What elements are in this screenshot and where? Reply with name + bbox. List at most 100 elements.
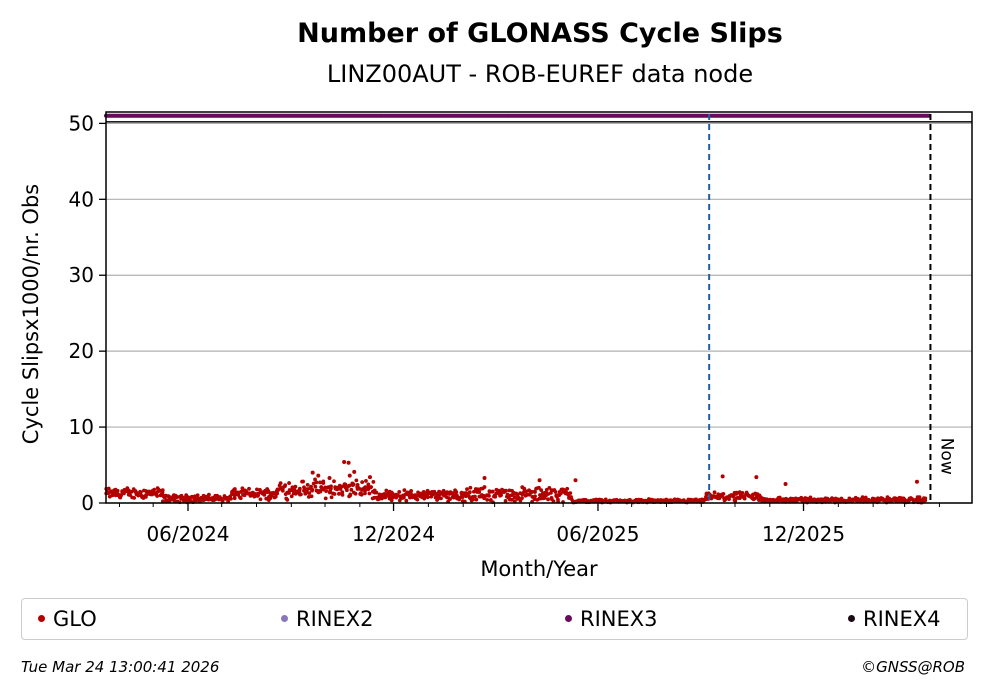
glo-point bbox=[551, 499, 556, 504]
y-axis-label: Cycle Slipsx1000/nr. Obs bbox=[19, 184, 43, 444]
glo-point bbox=[363, 488, 367, 493]
glo-point bbox=[734, 490, 739, 495]
glo-point bbox=[742, 496, 747, 501]
glo-point bbox=[307, 491, 312, 495]
glo-point bbox=[354, 478, 359, 483]
glo-point bbox=[504, 488, 508, 493]
glo-point bbox=[278, 481, 283, 485]
chart: Number of GLONASS Cycle Slips LINZ00AUT … bbox=[19, 18, 973, 581]
legend-dot-icon bbox=[38, 614, 45, 622]
glo-point bbox=[351, 482, 356, 487]
glo-point bbox=[195, 493, 200, 498]
glo-point bbox=[454, 490, 459, 494]
marker-lines: Now bbox=[708, 114, 956, 503]
glo-point bbox=[510, 497, 514, 502]
glo-point bbox=[363, 491, 367, 496]
glo-point bbox=[175, 495, 180, 499]
glo-point bbox=[352, 469, 357, 474]
glo-point bbox=[332, 479, 336, 484]
glo-point bbox=[448, 497, 452, 502]
glo-point bbox=[332, 492, 337, 496]
glo-point bbox=[340, 492, 345, 497]
now-label: Now bbox=[936, 438, 956, 475]
glo-point bbox=[345, 488, 349, 493]
glo-point bbox=[310, 488, 314, 493]
x-tick-label: 06/2024 bbox=[146, 522, 229, 546]
glo-point bbox=[437, 493, 441, 498]
footer-credit: ©GNSS@ROB bbox=[861, 658, 965, 676]
footer-timestamp: Tue Mar 24 13:00:41 2026 bbox=[21, 658, 220, 676]
glo-point bbox=[529, 489, 534, 494]
glo-point bbox=[110, 493, 115, 497]
legend-item-glo: GLO bbox=[38, 599, 97, 641]
glo-point bbox=[421, 489, 426, 494]
x-axis-label: Month/Year bbox=[480, 557, 598, 581]
legend-dot-icon bbox=[848, 614, 855, 622]
glo-point bbox=[487, 493, 491, 498]
glo-point bbox=[363, 485, 368, 490]
glo-point bbox=[367, 491, 372, 496]
glo-point bbox=[115, 488, 120, 493]
glo-point bbox=[226, 499, 231, 504]
glo-point bbox=[556, 497, 560, 502]
legend-item-rinex3: RINEX3 bbox=[565, 599, 658, 641]
glo-point bbox=[733, 499, 738, 503]
glo-point bbox=[402, 488, 407, 493]
tick-labels: 0 10 20 30 40 50 06/2024 12/2024 06/2025 12/2025 bbox=[69, 111, 940, 546]
glo-point bbox=[329, 495, 334, 500]
glo-point bbox=[364, 479, 368, 483]
glo-point bbox=[255, 487, 259, 492]
y-tick-label: 10 bbox=[69, 415, 94, 439]
glo-point bbox=[269, 493, 274, 498]
glo-point bbox=[242, 493, 247, 498]
glo-point bbox=[293, 484, 298, 489]
glo-point bbox=[314, 480, 319, 485]
glo-point bbox=[247, 486, 251, 491]
glo-point bbox=[477, 490, 482, 494]
glo-point bbox=[273, 494, 278, 499]
glo-point bbox=[889, 499, 894, 503]
glo-point bbox=[305, 482, 310, 487]
glo-point bbox=[914, 479, 919, 484]
glo-point bbox=[512, 499, 517, 504]
glo-point bbox=[468, 485, 473, 490]
glo-point bbox=[387, 493, 392, 498]
glo-point bbox=[290, 485, 295, 490]
grid-lines bbox=[106, 122, 972, 504]
plot-frame bbox=[105, 111, 973, 504]
glo-point bbox=[565, 486, 570, 491]
glo-point bbox=[232, 496, 237, 501]
glo-point bbox=[346, 460, 351, 465]
glo-point bbox=[327, 475, 332, 480]
glo-point bbox=[348, 493, 353, 498]
glo-point bbox=[349, 487, 354, 492]
glo-point bbox=[353, 491, 358, 496]
glo-point bbox=[169, 495, 174, 500]
glo-point bbox=[309, 494, 314, 499]
glo-point bbox=[863, 495, 868, 500]
glo-point bbox=[287, 481, 291, 485]
glo-point bbox=[720, 474, 725, 479]
glo-point bbox=[138, 490, 143, 495]
axes bbox=[105, 111, 973, 504]
glo-point bbox=[132, 495, 137, 500]
glo-point bbox=[340, 490, 345, 495]
legend: GLO RINEX2 RINEX3 RINEX4 bbox=[21, 598, 968, 640]
legend-dot-icon bbox=[281, 614, 288, 622]
legend-label: RINEX4 bbox=[863, 607, 941, 631]
glo-point bbox=[347, 473, 352, 478]
glo-point bbox=[313, 484, 318, 489]
glo-point bbox=[232, 487, 237, 491]
y-tick-label: 50 bbox=[69, 111, 94, 135]
chart-title: Number of GLONASS Cycle Slips bbox=[297, 18, 783, 49]
legend-item-rinex4: RINEX4 bbox=[848, 599, 941, 641]
glo-point bbox=[262, 492, 267, 497]
glo-point bbox=[460, 495, 465, 500]
glo-point bbox=[537, 485, 541, 490]
glo-point bbox=[198, 499, 203, 503]
glo-point bbox=[347, 483, 352, 488]
glo-point bbox=[368, 485, 373, 490]
glo-point bbox=[923, 498, 928, 503]
glo-point bbox=[404, 498, 409, 503]
glo-point bbox=[297, 486, 302, 491]
